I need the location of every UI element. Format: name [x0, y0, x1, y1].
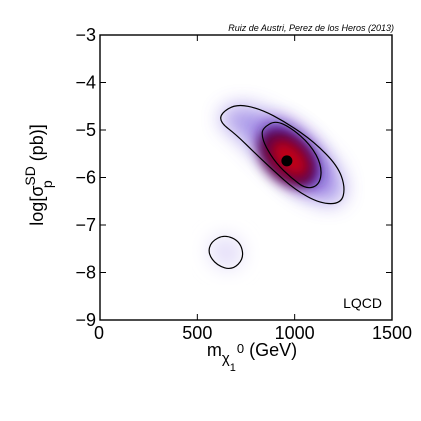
x-tick-label: 500 — [182, 323, 212, 343]
y-axis-title-suffix: (pb)] — [27, 124, 47, 166]
y-axis-title-prefix: log[σ — [27, 186, 47, 226]
x-axis-title-sub-sub: 1 — [230, 362, 236, 374]
y-tick-label: −5 — [75, 120, 96, 140]
best-fit-point — [281, 155, 293, 167]
plot-background — [100, 35, 392, 320]
x-axis-title-sub: χ — [222, 350, 230, 367]
y-axis-title-sup: SD — [22, 166, 38, 185]
x-axis-title: mχ10 (GeV) — [207, 340, 297, 374]
model-label: LQCD — [343, 295, 382, 311]
axis-ticks: 0 500 1000 1500 −9 −8 −7 −6 −5 −4 −3 — [75, 25, 412, 343]
contour-layer — [208, 104, 345, 270]
y-tick-label: −3 — [75, 25, 96, 45]
x-tick-label: 0 — [94, 323, 104, 343]
y-tick-label: −4 — [75, 73, 96, 93]
x-tick-label: 1000 — [275, 323, 315, 343]
x-axis-title-sup: 0 — [237, 341, 244, 356]
secondary-region-contour — [208, 235, 244, 270]
y-axis-title: log[σSDp (pb)] — [22, 124, 55, 225]
y-tick-label: −8 — [75, 263, 96, 283]
main-region-inner-contour — [261, 121, 322, 189]
secondary-region-density — [209, 236, 243, 269]
y-tick-label: −7 — [75, 215, 96, 235]
y-tick-label: −9 — [75, 310, 96, 330]
credit-annotation: Ruiz de Austri, Perez de los Heros (2013… — [228, 23, 394, 33]
x-axis-title-main: m — [207, 340, 222, 360]
x-axis-title-unit: (GeV) — [244, 340, 297, 360]
y-axis-title-sub: p — [39, 180, 55, 188]
plot-area — [99, 34, 393, 321]
main-region-outer-contour — [220, 104, 345, 205]
y-tick-label: −6 — [75, 168, 96, 188]
x-tick-label: 1500 — [372, 323, 412, 343]
